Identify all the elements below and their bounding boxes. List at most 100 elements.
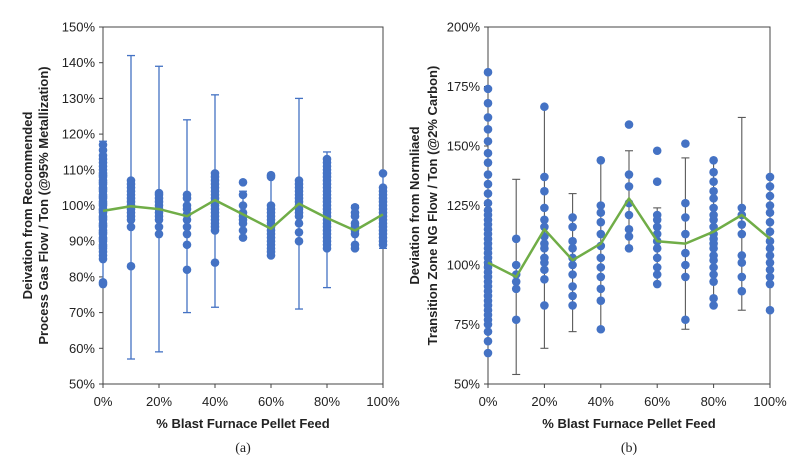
data-point <box>596 253 606 263</box>
x-tick-label: 80% <box>701 394 727 409</box>
data-point <box>652 279 662 289</box>
data-point <box>765 258 775 267</box>
x-tick-label: 0% <box>94 394 113 409</box>
data-point <box>765 305 775 315</box>
data-point <box>182 229 192 239</box>
data-point <box>596 272 606 282</box>
y-axis-title-line: Deviation from Normliaed <box>407 126 422 284</box>
data-point <box>126 222 136 232</box>
data-point <box>681 198 690 208</box>
data-point <box>765 265 775 275</box>
data-point <box>596 263 606 272</box>
data-point <box>681 315 690 325</box>
x-axis-title: % Blast Furnace Pellet Feed <box>542 416 715 431</box>
data-point <box>322 154 332 164</box>
data-point <box>737 229 747 239</box>
data-point <box>709 194 718 203</box>
data-point <box>652 177 662 186</box>
data-point <box>624 210 634 220</box>
data-point <box>624 120 634 129</box>
data-point <box>540 215 549 225</box>
data-point <box>210 169 220 178</box>
data-point <box>483 113 493 122</box>
data-point <box>483 136 493 146</box>
data-point <box>652 222 662 232</box>
mean-line <box>102 198 384 232</box>
data-point <box>568 244 577 253</box>
data-point <box>238 226 248 235</box>
data-point <box>540 265 549 275</box>
data-point <box>568 213 577 222</box>
x-tick-label: 40% <box>202 394 228 409</box>
x-tick-label: 60% <box>644 394 670 409</box>
data-point <box>765 201 775 210</box>
data-point <box>596 324 606 334</box>
data-point <box>765 244 775 253</box>
data-point <box>737 203 747 213</box>
data-point <box>681 213 690 222</box>
data-point <box>126 176 136 185</box>
data-point <box>154 229 164 239</box>
data-point <box>681 229 690 239</box>
data-point <box>765 172 775 182</box>
data-point <box>126 261 136 271</box>
data-point <box>709 177 718 186</box>
data-point <box>624 232 634 241</box>
y-tick-label: 50% <box>69 377 95 392</box>
y-axis-title-line: Process Gas Flow / Ton (@95% Metallizati… <box>36 66 51 344</box>
data-point <box>652 253 662 263</box>
y-axis-title-line: Deivation from Recommended <box>20 112 35 300</box>
data-point <box>483 84 493 94</box>
data-point <box>652 244 662 253</box>
data-point <box>709 155 718 165</box>
data-point <box>350 240 360 250</box>
data-point <box>596 155 606 165</box>
x-axis-title: % Blast Furnace Pellet Feed <box>156 416 329 431</box>
data-point <box>378 183 388 192</box>
data-point <box>568 236 577 246</box>
data-point <box>540 186 549 196</box>
data-point <box>765 217 775 227</box>
data-point <box>511 260 521 270</box>
data-point <box>483 205 493 215</box>
data-point <box>238 190 248 200</box>
data-point <box>154 222 164 232</box>
data-point <box>765 272 775 282</box>
data-point <box>568 222 577 232</box>
data-point <box>765 182 775 191</box>
data-point <box>568 260 577 270</box>
data-point <box>294 176 304 185</box>
data-point <box>596 208 606 217</box>
data-point <box>483 189 493 198</box>
data-point <box>182 240 192 250</box>
data-point <box>737 220 747 229</box>
x-tick-label: 80% <box>314 394 340 409</box>
data-point <box>709 251 718 260</box>
data-point <box>681 260 690 270</box>
data-point <box>737 258 747 267</box>
data-point <box>350 219 360 228</box>
chart-caption: (b) <box>621 441 638 456</box>
data-point <box>540 274 549 284</box>
y-tick-label: 200% <box>447 20 481 35</box>
data-point <box>483 327 493 336</box>
data-point <box>540 172 549 182</box>
data-point <box>709 167 718 177</box>
y-tick-label: 100% <box>62 198 96 213</box>
y-tick-label: 90% <box>69 234 95 249</box>
x-tick-label: 100% <box>753 394 787 409</box>
data-point <box>350 202 360 212</box>
data-point <box>624 225 634 234</box>
data-point <box>709 186 718 196</box>
chart-b: 50% 75% 100% 125% 150% 175% 200% 0% 20% 40% 60% 80%… <box>407 20 787 457</box>
data-point <box>737 272 747 282</box>
x-tick-label: 40% <box>588 394 614 409</box>
data-point <box>483 348 493 358</box>
data-point <box>596 284 606 294</box>
data-point <box>652 210 662 220</box>
data-point <box>540 102 549 112</box>
data-point <box>294 236 304 246</box>
data-point <box>709 301 718 310</box>
data-point <box>266 170 276 180</box>
data-point <box>765 208 775 217</box>
